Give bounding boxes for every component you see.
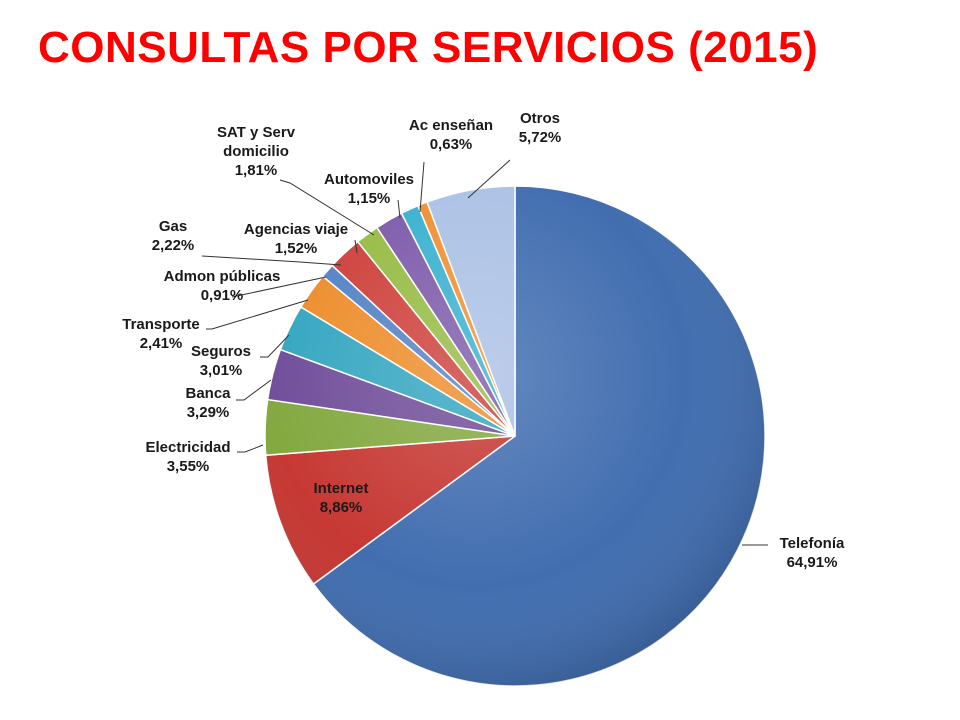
leader-line-automoviles <box>397 199 401 219</box>
leader-line-agencias-viaje <box>354 239 358 254</box>
slice-label-automoviles: Automoviles 1,15% <box>324 171 414 207</box>
slice-label-electricidad: Electricidad 3,55% <box>145 439 230 475</box>
slice-label-seguros: Seguros 3,01% <box>191 343 251 379</box>
slice-labels: Telefonía 64,91% Internet 8,86% Electricidad… <box>122 110 845 571</box>
leader-line-gas <box>201 255 342 266</box>
leader-line-electricidad <box>237 444 264 453</box>
slice-label-banca: Banca 3,29% <box>185 385 231 421</box>
leader-line-sat-y-serv-domicilio <box>279 179 375 236</box>
slide-title: CONSULTAS POR SERVICIOS (2015) <box>38 23 819 72</box>
leader-line-admon-publicas <box>231 276 327 298</box>
slice-label-agencias-viaje: Agencias viaje 1,52% <box>244 221 348 257</box>
leader-lines <box>201 159 768 546</box>
pie-slices <box>264 185 766 687</box>
slice-label-telefonia: Telefonía 64,91% <box>780 535 845 571</box>
leader-line-transporte <box>206 299 309 330</box>
slice-label-internet: Internet 8,86% <box>313 480 368 516</box>
slice-label-transporte: Transporte 2,41% <box>122 316 200 352</box>
slice-label-admon-publicas: Admon públicas 0,91% <box>164 268 281 304</box>
leader-line-otros <box>467 159 511 199</box>
slice-label-gas: Gas 2,22% <box>152 218 195 254</box>
slice-label-ac-ensenan: Ac enseñan 0,63% <box>409 117 493 153</box>
leader-line-ac-ensenan <box>419 161 425 213</box>
leader-line-seguros <box>260 334 290 358</box>
leader-line-banca <box>236 379 272 401</box>
slice-label-otros: Otros 5,72% <box>519 110 562 146</box>
slice-label-sat-y-serv-domicilio: SAT y Serv domicilio 1,81% <box>217 124 296 179</box>
